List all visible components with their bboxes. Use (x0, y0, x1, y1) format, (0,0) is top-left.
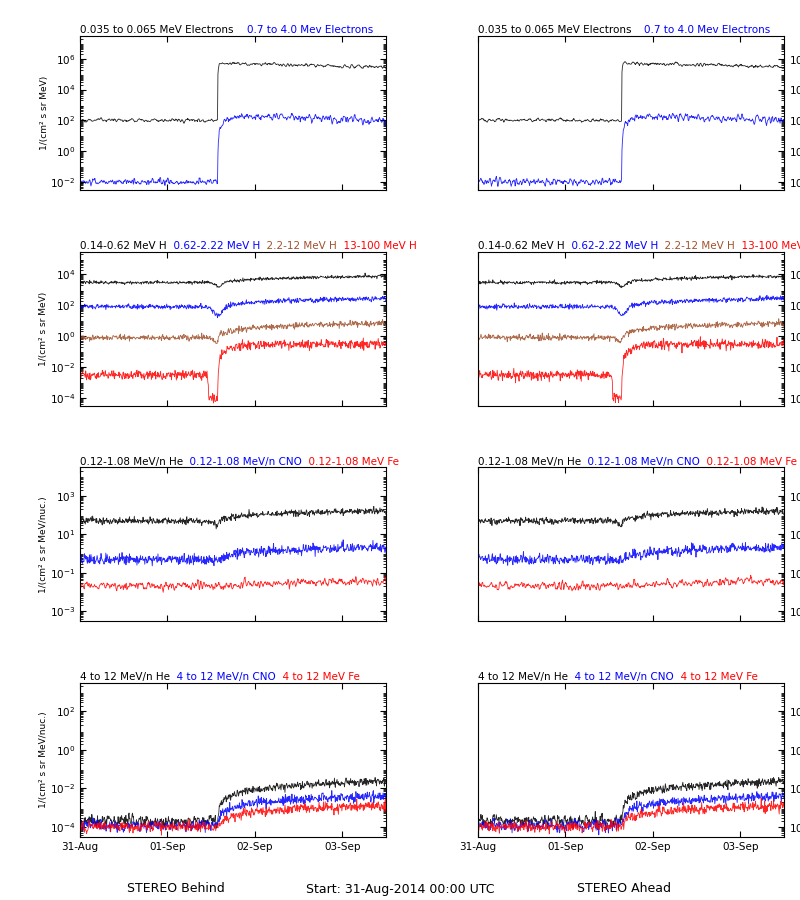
Text: 0.7 to 4.0 Mev Electrons: 0.7 to 4.0 Mev Electrons (234, 25, 373, 35)
Text: 4 to 12 MeV Fe: 4 to 12 MeV Fe (276, 672, 360, 682)
Text: 0.62-2.22 MeV H: 0.62-2.22 MeV H (565, 241, 658, 251)
Text: 0.14-0.62 MeV H: 0.14-0.62 MeV H (478, 241, 565, 251)
Text: 4 to 12 MeV/n He: 4 to 12 MeV/n He (80, 672, 170, 682)
Text: STEREO Behind: STEREO Behind (127, 883, 225, 896)
Text: 0.035 to 0.065 MeV Electrons: 0.035 to 0.065 MeV Electrons (80, 25, 234, 35)
Text: 0.12-1.08 MeV/n CNO: 0.12-1.08 MeV/n CNO (183, 456, 302, 466)
Text: 2.2-12 MeV H: 2.2-12 MeV H (260, 241, 337, 251)
Y-axis label: 1/(cm² s sr MeV): 1/(cm² s sr MeV) (39, 76, 49, 150)
Text: 4 to 12 MeV/n He: 4 to 12 MeV/n He (478, 672, 568, 682)
Text: 0.12-1.08 MeV Fe: 0.12-1.08 MeV Fe (700, 456, 797, 466)
Text: 0.14-0.62 MeV H: 0.14-0.62 MeV H (80, 241, 166, 251)
Text: 0.12-1.08 MeV/n He: 0.12-1.08 MeV/n He (80, 456, 183, 466)
Text: 0.62-2.22 MeV H: 0.62-2.22 MeV H (166, 241, 260, 251)
Text: 2.2-12 MeV H: 2.2-12 MeV H (658, 241, 734, 251)
Text: 0.7 to 4.0 Mev Electrons: 0.7 to 4.0 Mev Electrons (631, 25, 770, 35)
Text: 0.12-1.08 MeV/n He: 0.12-1.08 MeV/n He (478, 456, 581, 466)
Y-axis label: 1/(cm² s sr MeV/nuc.): 1/(cm² s sr MeV/nuc.) (39, 496, 48, 592)
Text: Start: 31-Aug-2014 00:00 UTC: Start: 31-Aug-2014 00:00 UTC (306, 883, 494, 896)
Text: 0.035 to 0.065 MeV Electrons: 0.035 to 0.065 MeV Electrons (478, 25, 631, 35)
Y-axis label: 1/(cm² s sr MeV/nuc.): 1/(cm² s sr MeV/nuc.) (39, 712, 48, 808)
Text: STEREO Ahead: STEREO Ahead (577, 883, 671, 896)
Text: 0.12-1.08 MeV Fe: 0.12-1.08 MeV Fe (302, 456, 399, 466)
Text: 4 to 12 MeV/n CNO: 4 to 12 MeV/n CNO (170, 672, 276, 682)
Text: 13-100 MeV H: 13-100 MeV H (337, 241, 416, 251)
Text: 13-100 MeV H: 13-100 MeV H (734, 241, 800, 251)
Y-axis label: 1/(cm² s sr MeV): 1/(cm² s sr MeV) (39, 292, 48, 365)
Text: 4 to 12 MeV Fe: 4 to 12 MeV Fe (674, 672, 758, 682)
Text: 4 to 12 MeV/n CNO: 4 to 12 MeV/n CNO (568, 672, 674, 682)
Text: 0.12-1.08 MeV/n CNO: 0.12-1.08 MeV/n CNO (581, 456, 700, 466)
